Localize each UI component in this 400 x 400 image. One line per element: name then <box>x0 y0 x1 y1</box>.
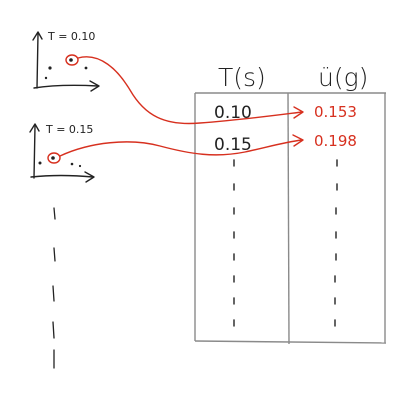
arrow-1-head <box>293 106 304 119</box>
plot-2-label: T = 0.15 <box>45 123 93 136</box>
table-cell-period: 0.15 <box>214 135 252 155</box>
table-cell-acceleration: 0.198 <box>314 132 357 150</box>
plot-2-y-arrowhead <box>29 123 40 133</box>
plot-1-x-arrowhead <box>89 80 100 92</box>
plot-1-x-axis <box>33 84 99 89</box>
arrow-peak-1-to-table <box>77 56 303 125</box>
plot-2-point <box>70 162 74 166</box>
plot-2-peak-point <box>51 156 55 160</box>
column-header-acceleration: ü(g) <box>318 63 368 92</box>
plot-1-y-arrowhead <box>32 31 43 41</box>
plot-1-peak-point <box>69 58 73 62</box>
table-bottom-rule <box>194 340 387 344</box>
plot-1-point <box>48 66 52 70</box>
table-cell-period: 0.10 <box>214 103 252 123</box>
table-cell-acceleration: 0.153 <box>314 103 357 121</box>
result-table: T(s) ü(g) 0.10 0.15 0.153 0.198 <box>194 63 387 345</box>
plot-2-x-arrowhead <box>84 171 95 183</box>
mini-plot-1: T = 0.10 <box>32 30 100 92</box>
connector-arrows <box>59 56 304 157</box>
plot-2-point <box>78 164 82 168</box>
plot-1-peak-highlight <box>65 54 79 66</box>
plot-1-label: T = 0.10 <box>47 30 95 43</box>
mini-plot-2: T = 0.15 <box>29 123 95 183</box>
arrow-2-head <box>292 134 304 147</box>
plot-2-point <box>38 161 42 165</box>
plot-2-x-axis <box>30 174 94 178</box>
plot-1-y-axis <box>36 33 39 89</box>
plot-1-point <box>84 66 88 70</box>
plot-2-peak-highlight <box>47 152 61 164</box>
continuation-strokes <box>52 207 56 369</box>
column-header-period: T(s) <box>218 63 266 92</box>
plot-2-y-axis <box>33 125 36 179</box>
table-ellipsis-right <box>334 159 338 327</box>
plot-1-point <box>44 76 48 80</box>
table-column-divider <box>287 92 290 345</box>
arrow-peak-2-to-table <box>59 139 303 157</box>
